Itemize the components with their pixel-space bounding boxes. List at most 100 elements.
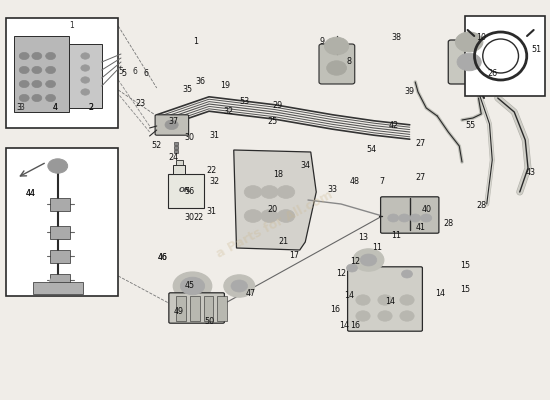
Circle shape: [410, 214, 421, 222]
Text: 2: 2: [89, 104, 93, 112]
Text: 12: 12: [350, 258, 360, 266]
FancyBboxPatch shape: [155, 115, 189, 135]
Text: 4: 4: [52, 104, 58, 112]
Circle shape: [180, 277, 205, 295]
Polygon shape: [234, 150, 316, 250]
Bar: [69, 44, 102, 108]
Bar: [190, 296, 200, 321]
Circle shape: [378, 295, 392, 305]
Circle shape: [356, 295, 370, 305]
Text: 42: 42: [388, 122, 398, 130]
Text: 14: 14: [386, 298, 395, 306]
Circle shape: [19, 66, 29, 74]
Circle shape: [277, 210, 295, 222]
FancyBboxPatch shape: [348, 267, 422, 331]
Text: 52: 52: [152, 142, 162, 150]
Text: 39: 39: [405, 88, 415, 96]
Text: 1: 1: [192, 38, 198, 46]
Circle shape: [346, 264, 358, 272]
Text: 7: 7: [379, 178, 385, 186]
Circle shape: [32, 94, 42, 102]
Bar: [465, 16, 544, 96]
Text: 37: 37: [168, 118, 178, 126]
Text: 56: 56: [185, 188, 195, 196]
Text: 31: 31: [207, 208, 217, 216]
Circle shape: [32, 80, 42, 88]
Text: 27: 27: [416, 174, 426, 182]
Bar: [176, 160, 183, 165]
Text: 15: 15: [460, 262, 470, 270]
Text: 15: 15: [460, 286, 470, 294]
Text: a Parts for All.com: a Parts for All.com: [214, 188, 336, 260]
Text: 28: 28: [476, 202, 486, 210]
Text: 51: 51: [531, 46, 541, 54]
Text: 22: 22: [207, 166, 217, 174]
Circle shape: [400, 295, 414, 305]
Bar: [50, 226, 70, 239]
Circle shape: [224, 275, 255, 297]
Text: 10: 10: [476, 34, 486, 42]
FancyBboxPatch shape: [169, 293, 224, 323]
Circle shape: [327, 61, 346, 75]
Circle shape: [378, 311, 392, 321]
Bar: [204, 296, 213, 321]
Text: 18: 18: [273, 170, 283, 178]
Text: 1: 1: [69, 22, 74, 30]
FancyBboxPatch shape: [381, 197, 439, 233]
Circle shape: [388, 214, 399, 222]
Bar: [217, 296, 227, 321]
Bar: [174, 142, 178, 145]
Text: 3: 3: [20, 104, 24, 112]
Text: 25: 25: [267, 118, 277, 126]
Text: 20: 20: [267, 206, 277, 214]
Bar: [33, 282, 82, 294]
FancyBboxPatch shape: [319, 44, 355, 84]
Circle shape: [48, 159, 68, 173]
Text: 22: 22: [193, 214, 203, 222]
Text: 46: 46: [157, 254, 167, 262]
Bar: [14, 36, 69, 112]
Bar: [50, 274, 70, 287]
Text: 8: 8: [346, 58, 352, 66]
Circle shape: [32, 66, 42, 74]
Circle shape: [50, 276, 66, 288]
Circle shape: [455, 32, 483, 52]
Text: 38: 38: [391, 34, 401, 42]
Bar: [6, 148, 118, 296]
Text: 14: 14: [344, 292, 354, 300]
Circle shape: [46, 94, 56, 102]
Text: 44: 44: [25, 190, 35, 198]
Text: 27: 27: [416, 140, 426, 148]
Text: 6: 6: [143, 70, 148, 78]
Circle shape: [231, 280, 248, 292]
Text: 32: 32: [210, 178, 219, 186]
Text: 13: 13: [358, 234, 368, 242]
Bar: [50, 198, 70, 211]
Text: 33: 33: [328, 186, 338, 194]
Circle shape: [244, 210, 262, 222]
Text: 44: 44: [25, 190, 35, 198]
Text: 41: 41: [416, 224, 426, 232]
Bar: [168, 174, 204, 208]
Text: 6: 6: [133, 68, 137, 76]
Text: 50: 50: [204, 318, 214, 326]
Text: 28: 28: [443, 220, 453, 228]
FancyBboxPatch shape: [448, 40, 490, 84]
Circle shape: [277, 186, 295, 198]
Circle shape: [400, 311, 414, 321]
Text: 48: 48: [350, 178, 360, 186]
Text: OIL: OIL: [179, 187, 192, 193]
Bar: [176, 296, 186, 321]
Text: 26: 26: [487, 70, 497, 78]
Circle shape: [261, 186, 278, 198]
Text: 19: 19: [221, 82, 230, 90]
Circle shape: [46, 52, 56, 60]
Circle shape: [81, 89, 90, 95]
Circle shape: [81, 53, 90, 59]
Text: 24: 24: [168, 154, 178, 162]
Text: 11: 11: [391, 232, 401, 240]
Text: 17: 17: [289, 252, 299, 260]
Text: 2: 2: [88, 104, 94, 112]
Circle shape: [165, 120, 178, 130]
Text: 30: 30: [185, 214, 195, 222]
